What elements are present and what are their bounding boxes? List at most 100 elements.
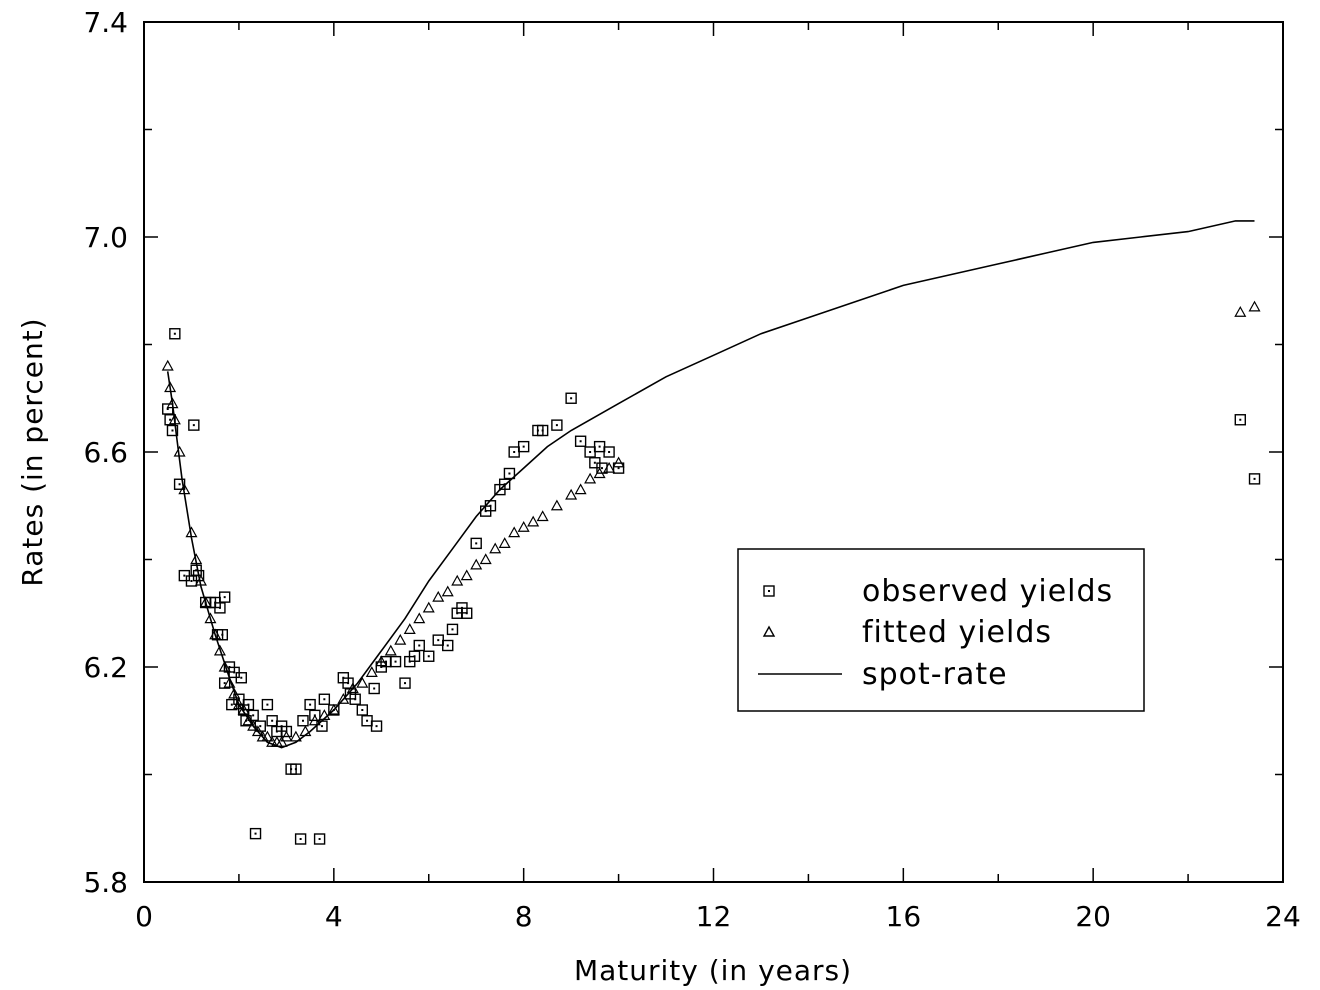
observed-yield-dot xyxy=(332,709,335,711)
observed-yield-dot xyxy=(301,719,304,722)
observed-yield-square xyxy=(280,725,293,738)
observed-yield-dot xyxy=(320,725,323,728)
observed-yield-point xyxy=(214,602,226,614)
legend-box xyxy=(737,548,1145,712)
observed-yield-square xyxy=(218,677,231,689)
fitted-yield-point xyxy=(365,666,378,677)
fitted-yield-point xyxy=(451,574,464,586)
fitted-yield-point xyxy=(199,596,212,608)
fitted-yield-point xyxy=(190,553,203,565)
fitted-yield-point xyxy=(1234,306,1247,317)
observed-yield-dot xyxy=(373,687,376,690)
observed-yield-square xyxy=(162,403,174,415)
fitted-yield-point xyxy=(280,730,293,742)
observed-yield-point xyxy=(470,537,482,550)
fitted-yield-point xyxy=(460,569,473,581)
fitted-yield-point xyxy=(441,585,454,597)
observed-yield-dot xyxy=(318,838,321,840)
observed-yield-square xyxy=(1234,414,1246,426)
observed-yield-dot xyxy=(513,451,516,453)
observed-yield-square xyxy=(214,602,226,614)
observed-yield-dot xyxy=(223,682,226,685)
observed-yield-square xyxy=(169,328,181,340)
fitted-yield-point xyxy=(565,488,578,500)
fitted-yield-point xyxy=(356,676,369,688)
observed-yield-dot xyxy=(254,832,257,835)
observed-yield-dot xyxy=(247,703,250,706)
y-tick-label: 6.6 xyxy=(83,436,128,469)
observed-yield-dot xyxy=(178,483,181,486)
fitted-yield-point xyxy=(161,359,174,371)
observed-yield-point xyxy=(565,392,577,404)
y-tick-label: 5.8 xyxy=(83,866,128,899)
observed-yield-square xyxy=(413,639,425,652)
observed-yield-dot xyxy=(309,703,312,706)
observed-yield-dot xyxy=(366,719,369,722)
observed-yield-dot xyxy=(446,644,449,647)
fitted-yield-point xyxy=(489,542,502,554)
observed-yield-point xyxy=(413,639,425,652)
observed-yield-point xyxy=(503,467,516,480)
observed-yield-square xyxy=(408,650,421,662)
x-tick-label: 0 xyxy=(135,900,153,933)
observed-yield-point xyxy=(612,462,625,474)
fitted-yield-point xyxy=(308,714,321,726)
observed-yield-square xyxy=(470,537,482,550)
observed-yield-dot xyxy=(169,418,172,421)
observed-yield-dot xyxy=(579,440,582,443)
fitted-yield-point xyxy=(527,515,540,527)
legend-observed-marker xyxy=(763,585,775,597)
observed-yield-point xyxy=(349,693,361,705)
observed-yield-square xyxy=(498,478,511,490)
observed-yield-dot xyxy=(252,714,255,717)
observed-yield-point xyxy=(166,424,179,437)
fitted-yield-point xyxy=(536,510,549,522)
observed-yield-dot xyxy=(271,719,274,722)
observed-yield-square xyxy=(349,693,361,705)
observed-yield-point xyxy=(318,693,331,705)
observed-yield-square xyxy=(290,763,302,775)
observed-yield-point xyxy=(574,435,587,447)
observed-yield-dot xyxy=(589,451,592,453)
observed-yield-point xyxy=(313,833,326,845)
legend: observed yields fitted yields spot-rate xyxy=(737,548,1145,712)
observed-yield-square xyxy=(370,720,383,732)
observed-yield-point xyxy=(399,677,411,689)
observed-yield-square xyxy=(565,392,577,404)
x-tick-label: 20 xyxy=(1075,900,1111,933)
observed-yield-dot xyxy=(230,703,233,706)
observed-yield-square xyxy=(368,682,380,695)
observed-yield-square xyxy=(313,833,326,845)
fitted-yield-point xyxy=(432,590,445,602)
observed-yield-point xyxy=(536,424,549,437)
observed-yield-dot xyxy=(171,429,174,432)
observed-yield-dot xyxy=(294,768,297,771)
legend-spot-label: spot-rate xyxy=(862,657,1008,692)
y-tick-label: 6.2 xyxy=(83,651,128,684)
fitted-yield-point xyxy=(384,644,397,656)
observed-yield-square xyxy=(309,709,321,722)
y-tick-label: 7.0 xyxy=(83,221,128,254)
observed-yield-dot xyxy=(465,612,468,615)
observed-yield-point xyxy=(266,715,278,727)
fitted-yield-point xyxy=(223,676,236,688)
observed-yield-point xyxy=(370,720,383,732)
observed-yield-square xyxy=(249,827,262,840)
fitted-yield-point xyxy=(261,730,274,742)
fitted-yield-point xyxy=(185,526,198,538)
observed-yield-point xyxy=(498,478,511,490)
observed-yield-point xyxy=(461,607,473,619)
observed-yield-square xyxy=(1248,473,1261,485)
observed-yield-dot xyxy=(617,467,620,470)
x-tick-label: 16 xyxy=(886,900,922,933)
observed-yield-dot xyxy=(173,332,176,335)
observed-yield-point xyxy=(304,698,316,711)
observed-yield-point xyxy=(484,500,497,512)
observed-yield-square xyxy=(461,607,473,619)
observed-yield-dot xyxy=(240,676,243,679)
fitted-yield-point xyxy=(413,612,426,624)
fitted-yield-point xyxy=(346,682,359,694)
observed-yield-dot xyxy=(489,504,492,507)
fitted-yield-point xyxy=(168,413,181,425)
fitted-yield-point xyxy=(327,703,340,715)
